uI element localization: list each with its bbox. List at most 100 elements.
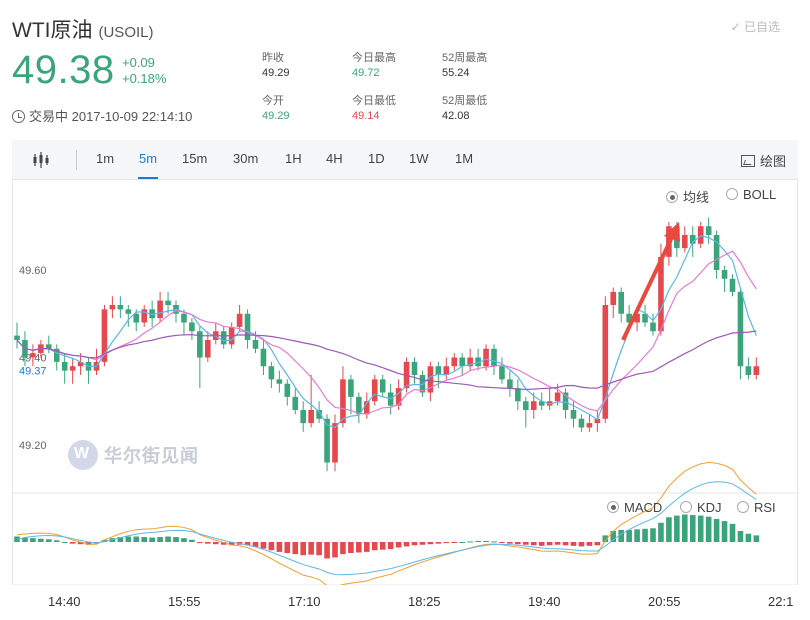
macd-bar bbox=[594, 542, 601, 546]
trading-status: 交易中 2017-10-09 22:14:10 bbox=[12, 106, 192, 125]
candle-body bbox=[650, 322, 656, 332]
stat-label: 今开 bbox=[262, 95, 284, 107]
macd-bar bbox=[22, 537, 28, 542]
stat-value: 42.08 bbox=[442, 110, 470, 122]
period-tab-4h[interactable]: 4H bbox=[326, 151, 343, 166]
macd-bar bbox=[212, 542, 219, 545]
stat-52w-low: 52周最低 42.08 bbox=[442, 94, 487, 124]
candle-body bbox=[61, 361, 68, 371]
stat-label: 今日最低 bbox=[352, 95, 396, 107]
candle-body bbox=[729, 278, 736, 292]
macd-bar bbox=[562, 542, 569, 546]
arrow-shaft bbox=[621, 234, 675, 341]
candle-body bbox=[586, 423, 593, 428]
instrument-title: WTI原油 (USOIL) bbox=[12, 14, 154, 44]
macd-bar bbox=[467, 541, 473, 543]
candle-body bbox=[356, 396, 362, 415]
macd-bar bbox=[387, 542, 394, 550]
stat-label: 今日最高 bbox=[352, 52, 396, 64]
macd-bar bbox=[642, 528, 648, 542]
candle-body bbox=[324, 418, 330, 463]
macd-bar bbox=[379, 542, 386, 550]
macd-bar bbox=[292, 542, 299, 555]
macd-bar bbox=[268, 542, 275, 551]
macd-bar bbox=[459, 542, 465, 543]
candle-body bbox=[125, 309, 132, 314]
radio-unchecked-icon bbox=[680, 501, 692, 513]
candlestick-type-icon[interactable] bbox=[32, 152, 50, 168]
favorite-toggle[interactable]: ✓ 已自选 bbox=[730, 20, 780, 34]
macd-bar bbox=[507, 542, 513, 544]
price-change: +0.09 +0.18% bbox=[122, 55, 166, 87]
candle-body bbox=[316, 410, 322, 419]
overlay-boll-radio[interactable]: BOLL bbox=[726, 187, 776, 202]
period-tab-1w[interactable]: 1W bbox=[409, 151, 429, 166]
overlay-ma-radio[interactable]: 均线 bbox=[666, 187, 709, 206]
macd-bar bbox=[46, 539, 52, 542]
macd-bar bbox=[658, 522, 664, 542]
x-tick-label: 22:1 bbox=[768, 594, 794, 609]
trading-status-text: 交易中 2017-10-09 22:14:10 bbox=[29, 109, 193, 124]
macd-bar bbox=[77, 542, 84, 545]
candle-body bbox=[705, 226, 712, 235]
stat-day-low: 今日最低 49.14 bbox=[352, 94, 396, 124]
radio-checked-icon bbox=[607, 501, 619, 513]
candle-body bbox=[538, 401, 545, 406]
candle-body bbox=[459, 357, 465, 367]
period-tab-15m[interactable]: 15m bbox=[182, 151, 208, 166]
indicator-macd-label: MACD bbox=[624, 500, 663, 515]
indicator-kdj-radio[interactable]: KDJ bbox=[680, 500, 722, 515]
indicator-rsi-radio[interactable]: RSI bbox=[737, 500, 776, 515]
macd-bar bbox=[205, 542, 211, 544]
candle-body bbox=[642, 313, 648, 323]
overlay-boll-label: BOLL bbox=[743, 187, 777, 202]
y-tick-label: 49.20 bbox=[19, 440, 47, 452]
period-tab-1mo[interactable]: 1M bbox=[455, 151, 474, 166]
macd-bar bbox=[753, 535, 760, 542]
last-price: 49.38 bbox=[12, 48, 115, 92]
candle-body bbox=[618, 291, 624, 314]
macd-bar bbox=[451, 542, 458, 543]
macd-bar bbox=[610, 531, 617, 542]
period-tab-30m[interactable]: 30m bbox=[233, 151, 259, 166]
candle-body bbox=[236, 313, 243, 327]
macd-bar bbox=[618, 529, 624, 542]
change-value: +0.09 bbox=[122, 55, 155, 70]
macd-bar bbox=[403, 542, 410, 547]
macd-bar bbox=[411, 542, 418, 546]
macd-bar bbox=[674, 515, 680, 542]
macd-bar bbox=[133, 536, 140, 542]
macd-bar bbox=[546, 542, 553, 546]
period-tab-5m[interactable]: 5m bbox=[139, 151, 158, 166]
draw-label: 绘图 bbox=[759, 154, 786, 169]
macd-bar bbox=[523, 542, 529, 545]
macd-bar bbox=[181, 538, 187, 542]
arrow-head bbox=[664, 222, 680, 242]
draw-button[interactable]: 绘图 bbox=[740, 151, 786, 170]
candle-body bbox=[165, 300, 171, 305]
macd-bar bbox=[475, 540, 481, 542]
macd-bar bbox=[650, 528, 656, 542]
macd-bar bbox=[53, 540, 60, 542]
candle-body bbox=[181, 313, 187, 323]
indicator-macd-radio[interactable]: MACD bbox=[607, 500, 662, 515]
stat-value: 49.72 bbox=[352, 67, 380, 79]
period-tab-1m[interactable]: 1m bbox=[96, 151, 115, 166]
candle-body bbox=[554, 392, 561, 402]
candle-body bbox=[411, 361, 418, 375]
macd-bar bbox=[419, 542, 426, 545]
macd-bar bbox=[356, 542, 362, 553]
ma-mid-line bbox=[16, 250, 757, 415]
active-period-indicator bbox=[138, 177, 158, 179]
candle-body bbox=[260, 348, 267, 367]
indicator-kdj-label: KDJ bbox=[697, 500, 722, 515]
period-tab-1h[interactable]: 1H bbox=[285, 151, 302, 166]
macd-bar bbox=[745, 533, 752, 542]
macd-dea-line bbox=[16, 481, 757, 576]
macd-bar bbox=[364, 542, 370, 552]
stat-label: 昨收 bbox=[262, 52, 284, 64]
macd-bar bbox=[30, 538, 36, 542]
period-tab-1d[interactable]: 1D bbox=[368, 151, 385, 166]
candle-body bbox=[109, 305, 116, 310]
